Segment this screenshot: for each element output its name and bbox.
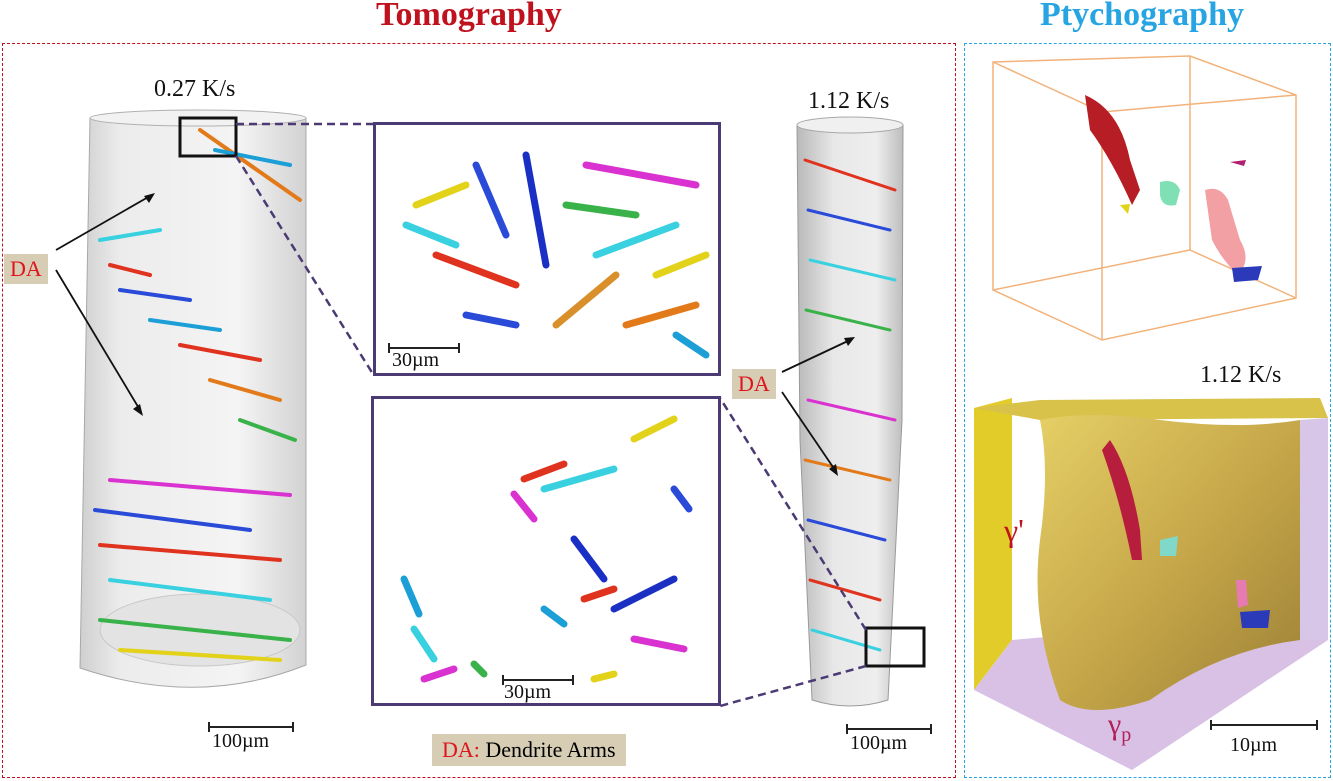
right-sample-rate-label: 1.12 K/s (808, 88, 889, 115)
phase-gamma-p-subscript: p (1121, 724, 1131, 746)
phase-gamma-p-symbol: γ (1108, 708, 1121, 741)
da-label-left: DA (4, 254, 48, 284)
da-legend-key: DA: (442, 737, 480, 762)
ptychography-scalebar (1210, 720, 1318, 730)
right-sample-scale-label: 100µm (850, 732, 907, 755)
left-sample-scale-label: 100µm (212, 730, 269, 753)
da-label-right: DA (732, 369, 776, 399)
inset-bottom-scale-label: 30µm (504, 681, 551, 704)
ptychography-rate-label: 1.12 K/s (1200, 362, 1281, 389)
inset-bottom: 30µm (371, 396, 721, 706)
left-sample-rate-label: 0.27 K/s (154, 76, 235, 103)
phase-gamma-p-label: γp (1108, 708, 1131, 747)
da-legend-text: Dendrite Arms (485, 737, 615, 762)
inset-top: 30µm (373, 122, 721, 376)
da-legend: DA: Dendrite Arms (432, 734, 626, 766)
phase-gamma-prime-label: γ' (1004, 512, 1024, 549)
inset-top-scale-label: 30µm (392, 349, 439, 372)
ptychography-scale-label: 10µm (1230, 734, 1277, 757)
